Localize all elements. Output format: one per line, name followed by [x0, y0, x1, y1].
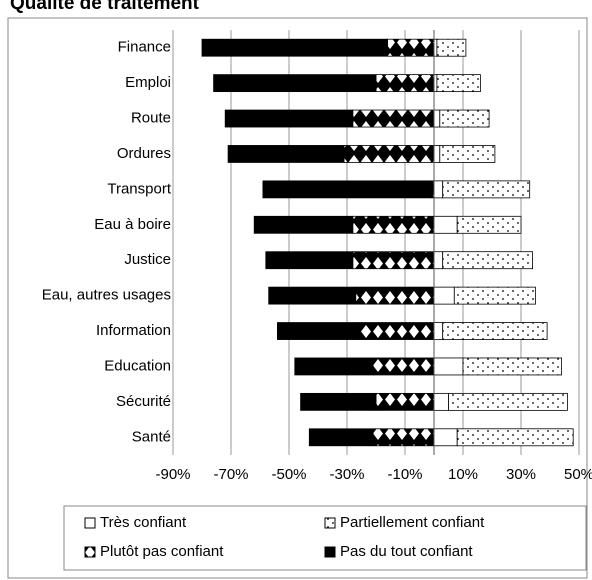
- bar: [433, 180, 444, 199]
- bar: [439, 145, 496, 163]
- y-tick-label: Santé: [132, 428, 171, 445]
- bar: [433, 357, 464, 376]
- y-tick-label: Education: [104, 357, 171, 374]
- bar: [213, 74, 377, 93]
- bar: [276, 322, 359, 340]
- bar: [352, 251, 435, 270]
- y-tick-label: Sécurité: [116, 393, 171, 410]
- x-tick-label: 50%: [564, 466, 592, 483]
- bar: [433, 109, 441, 128]
- legend-swatch: [84, 517, 96, 529]
- x-tick-label: -70%: [213, 466, 248, 483]
- bar: [300, 392, 377, 411]
- bar: [433, 392, 449, 411]
- bar: [375, 392, 435, 411]
- y-tick-label: Eau, autres usages: [42, 287, 171, 304]
- bar: [372, 428, 435, 447]
- bar: [358, 322, 435, 340]
- legend-swatch: [324, 517, 336, 529]
- bar: [308, 428, 374, 447]
- bar: [375, 74, 435, 93]
- x-tick-label: -90%: [155, 466, 190, 483]
- bar: [387, 38, 435, 57]
- bar: [201, 38, 389, 57]
- legend-label: Très confiant: [100, 514, 187, 531]
- chart-title: Qualité de traitement: [10, 0, 200, 14]
- bar: [442, 322, 548, 340]
- bar: [433, 251, 444, 270]
- legend-label: Pas du tout confiant: [340, 543, 473, 560]
- bar: [456, 215, 522, 234]
- x-tick-label: 30%: [506, 466, 536, 483]
- bar: [343, 145, 435, 163]
- bar: [294, 357, 374, 376]
- y-tick-label: Transport: [107, 180, 171, 197]
- chart-border: [7, 17, 588, 579]
- bar: [372, 357, 435, 376]
- bar: [456, 428, 574, 447]
- x-tick-label: -50%: [271, 466, 306, 483]
- legend-label: Plutôt pas confiant: [100, 543, 224, 560]
- bar: [442, 180, 531, 199]
- bar: [439, 109, 490, 128]
- bar: [227, 145, 345, 163]
- x-tick-label: -30%: [329, 466, 364, 483]
- bar: [433, 145, 441, 163]
- bar: [433, 215, 458, 234]
- y-tick-label: Justice: [124, 251, 171, 268]
- bar: [462, 357, 562, 376]
- bar: [352, 215, 435, 234]
- y-tick-label: Route: [131, 110, 171, 127]
- bar: [262, 180, 432, 199]
- bar: [433, 286, 455, 305]
- legend-label: Partiellement confiant: [340, 514, 485, 531]
- bar: [253, 215, 354, 234]
- legend-box: [63, 505, 587, 571]
- y-tick-label: Ordures: [117, 145, 171, 162]
- y-tick-label: Emploi: [125, 74, 171, 91]
- bar: [436, 38, 467, 57]
- bar: [436, 74, 481, 93]
- bar: [352, 109, 435, 128]
- y-tick-label: Eau à boire: [94, 216, 171, 233]
- y-tick-label: Information: [96, 322, 171, 339]
- bar: [224, 109, 354, 128]
- bar: [265, 251, 354, 270]
- bar: [448, 392, 568, 411]
- x-tick-label: -10%: [387, 466, 422, 483]
- bar: [355, 286, 435, 305]
- legend-swatch: [324, 546, 336, 558]
- bar: [453, 286, 536, 305]
- y-tick-label: Finance: [118, 39, 171, 56]
- bar: [433, 428, 458, 447]
- bar: [433, 322, 444, 340]
- legend-swatch: [84, 546, 96, 558]
- bar: [442, 251, 534, 270]
- bar: [268, 286, 357, 305]
- x-tick-label: 10%: [448, 466, 478, 483]
